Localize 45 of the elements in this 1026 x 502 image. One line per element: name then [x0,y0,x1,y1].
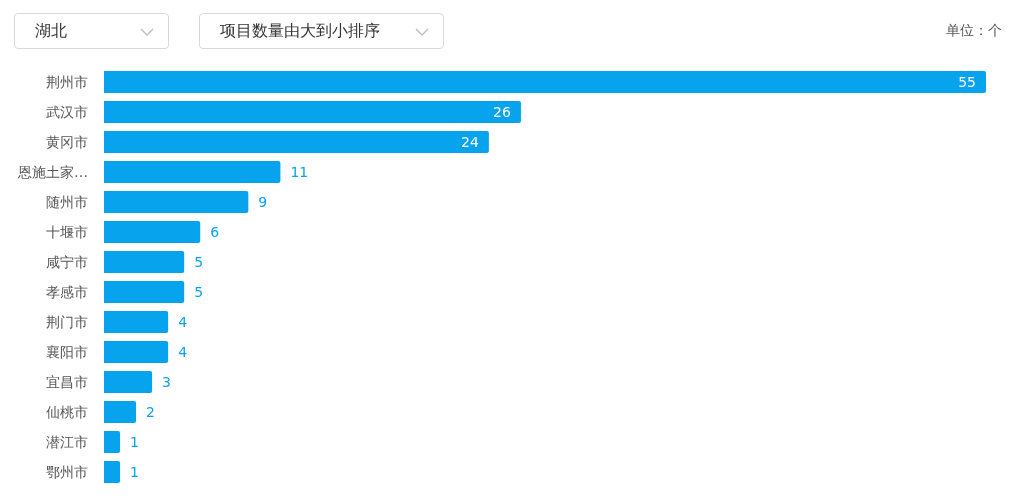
data-label: 4 [178,343,188,360]
bar [104,461,121,483]
data-label: 26 [493,103,512,120]
data-label: 24 [461,133,479,150]
dropdown-field: 项目数量由大到小排序 [199,13,444,49]
y-tick-label: 随州市 [46,193,88,210]
y-tick-label: 恩施土家… [17,163,88,180]
bar [104,221,201,243]
y-tick-label: 武汉市 [46,103,88,120]
bar [104,131,489,153]
bar [104,191,249,213]
data-label: 3 [162,373,172,390]
y-tick-label: 十堰市 [46,223,88,240]
bar [104,251,185,273]
data-label: 4 [178,313,188,330]
data-label: 11 [290,163,309,180]
data-label: 6 [210,223,220,240]
data-label: 9 [258,193,268,210]
bar [104,161,281,183]
data-label: 1 [130,433,139,450]
data-label: 1 [130,463,139,480]
y-tick-label: 潜江市 [46,433,88,450]
y-tick-label: 荆州市 [46,73,88,90]
y-tick-label: 仙桃市 [46,403,88,420]
y-tick-label: 孝感市 [46,283,88,300]
y-tick-label: 黄冈市 [46,133,88,150]
data-label: 2 [146,403,155,420]
data-label: 55 [958,73,976,90]
y-tick-label: 宜昌市 [46,373,88,390]
bar [104,101,521,123]
bar [104,281,185,303]
bar [104,311,169,333]
y-tick-label: 荆门市 [46,313,88,330]
bar [104,71,986,93]
bar [104,341,169,363]
bar [104,401,137,423]
text: 单位：个 [946,22,1002,40]
dropdown-field: 湖北 [14,13,169,49]
y-tick-label: 襄阳市 [46,343,88,360]
y-tick-label: 咸宁市 [46,253,88,270]
bar [104,371,153,393]
data-label: 5 [194,253,204,270]
y-tick-label: 鄂州市 [46,463,88,480]
bar [104,431,121,453]
data-label: 5 [194,283,204,300]
